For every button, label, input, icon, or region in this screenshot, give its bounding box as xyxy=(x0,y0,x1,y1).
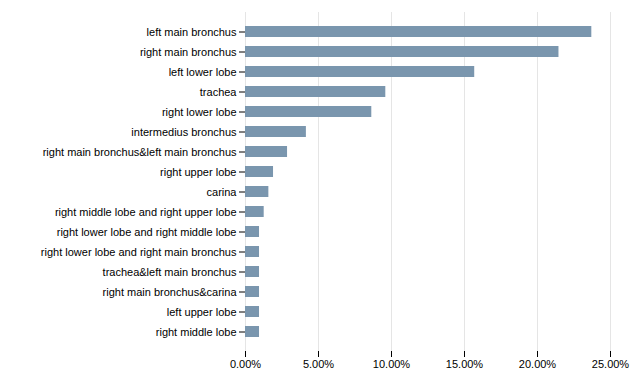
svg-text:0.00%: 0.00% xyxy=(230,358,261,370)
svg-text:25.00%: 25.00% xyxy=(592,358,630,370)
svg-text:carina: carina xyxy=(207,186,238,198)
svg-text:20.00%: 20.00% xyxy=(519,358,557,370)
svg-text:right upper lobe: right upper lobe xyxy=(160,166,236,178)
svg-text:left upper lobe: left upper lobe xyxy=(167,306,237,318)
svg-text:intermedius bronchus: intermedius bronchus xyxy=(131,126,237,138)
svg-text:15.00%: 15.00% xyxy=(446,358,484,370)
svg-text:right middle lobe and right up: right middle lobe and right upper lobe xyxy=(55,206,237,218)
svg-text:right middle lobe: right middle lobe xyxy=(156,326,237,338)
svg-text:trachea&left main bronchus: trachea&left main bronchus xyxy=(103,266,237,278)
svg-text:right lower lobe and right mai: right lower lobe and right main bronchus xyxy=(41,246,237,258)
svg-text:trachea: trachea xyxy=(200,86,238,98)
svg-text:5.00%: 5.00% xyxy=(303,358,334,370)
svg-text:right main bronchus: right main bronchus xyxy=(140,46,237,58)
svg-text:right main bronchus&carina: right main bronchus&carina xyxy=(103,286,238,298)
svg-text:right lower lobe: right lower lobe xyxy=(162,106,237,118)
svg-text:left main bronchus: left main bronchus xyxy=(147,26,237,38)
svg-text:right main bronchus&left main: right main bronchus&left main bronchus xyxy=(43,146,237,158)
svg-text:left lower lobe: left lower lobe xyxy=(169,66,237,78)
svg-text:10.00%: 10.00% xyxy=(373,358,411,370)
svg-text:right lower lobe and right mid: right lower lobe and right middle lobe xyxy=(57,226,237,238)
